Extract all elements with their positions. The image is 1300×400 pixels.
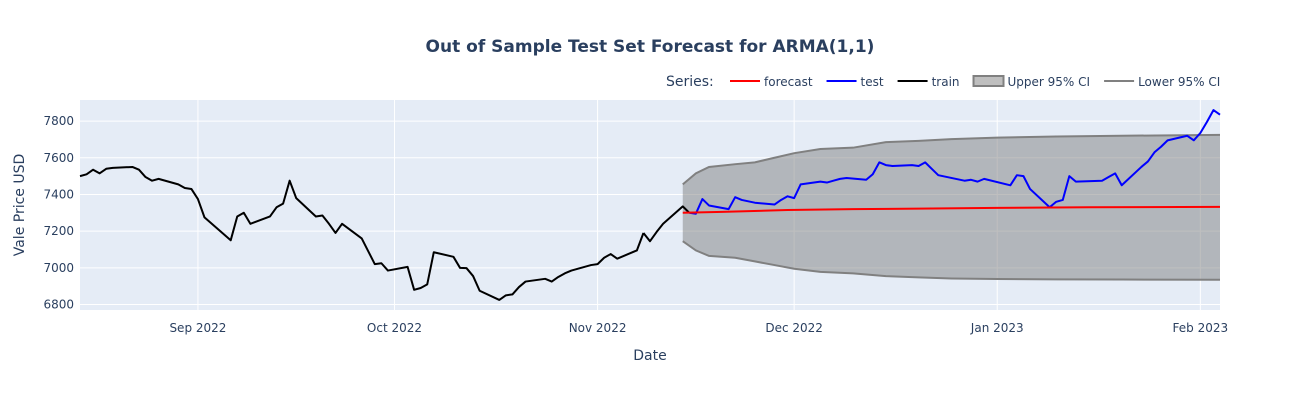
legend: Series: forecast test train Upper 95% CI Low… — [666, 74, 1220, 90]
x-tick-label: Dec 2022 — [765, 321, 823, 335]
legend-label: Lower 95% CI — [1138, 75, 1220, 89]
y-tick-label: 6800 — [43, 297, 74, 311]
x-tick-label: Feb 2023 — [1173, 321, 1229, 335]
upper-ci-line — [682, 133, 1221, 186]
y-tick-label: 7800 — [43, 114, 74, 128]
x-tick-label: Oct 2022 — [367, 321, 422, 335]
test-series-line — [689, 109, 1221, 215]
x-tick-label: Jan 2023 — [970, 321, 1024, 335]
chart-title: Out of Sample Test Set Forecast for ARMA… — [426, 37, 875, 57]
legend-label: Upper 95% CI — [1008, 75, 1091, 89]
y-tick-label: 7400 — [43, 187, 74, 201]
y-tick-label: 7000 — [43, 261, 74, 275]
x-axis-title: Date — [633, 348, 666, 364]
legend-label: train — [932, 75, 960, 89]
lower-ci-line — [682, 240, 1221, 281]
train_tail-series-line — [642, 205, 691, 243]
y-tick-label: 7200 — [43, 224, 74, 238]
y-axis-title: Vale Price USD — [12, 154, 28, 257]
legend-label: test — [861, 75, 884, 89]
legend-title: Series: — [666, 74, 714, 90]
y-tick-label: 7600 — [43, 151, 74, 165]
legend-swatch — [972, 75, 1005, 87]
x-tick-label: Nov 2022 — [569, 321, 627, 335]
train-series-line — [79, 165, 645, 301]
forecast-series-line — [682, 205, 1221, 214]
legend-label: forecast — [764, 75, 813, 89]
x-tick-label: Sep 2022 — [169, 321, 226, 335]
